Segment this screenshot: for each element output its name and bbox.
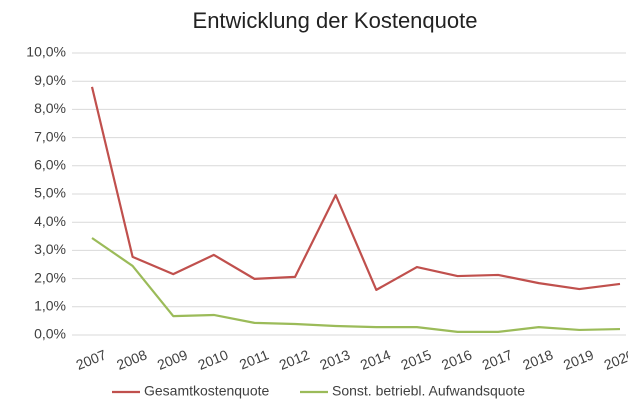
- y-tick-label: 4,0%: [34, 213, 66, 229]
- x-tick-label: 2017: [480, 346, 515, 373]
- x-tick-label: 2012: [277, 346, 312, 373]
- y-tick-label: 1,0%: [34, 298, 66, 314]
- x-tick-label: 2008: [114, 346, 149, 373]
- series-line: [90, 86, 621, 291]
- y-tick-label: 2,0%: [34, 269, 66, 285]
- y-tick-label: 10,0%: [26, 44, 66, 60]
- x-tick-label: 2015: [399, 346, 434, 373]
- legend-label: Sonst. betriebl. Aufwandsquote: [332, 383, 525, 399]
- x-tick-label: 2010: [195, 346, 230, 373]
- x-tick-label: 2009: [155, 346, 190, 373]
- x-tick-label: 2019: [561, 346, 596, 373]
- x-tick-label: 2007: [74, 346, 109, 373]
- y-tick-label: 6,0%: [34, 157, 66, 173]
- y-tick-label: 3,0%: [34, 241, 66, 257]
- x-tick-label: 2011: [237, 346, 271, 372]
- x-tick-label: 2018: [520, 346, 555, 373]
- y-tick-label: 0,0%: [34, 326, 66, 342]
- legend-label: Gesamtkostenquote: [144, 383, 270, 399]
- y-tick-label: 8,0%: [34, 100, 66, 116]
- y-tick-label: 9,0%: [34, 72, 66, 88]
- series-line: [91, 237, 621, 333]
- x-tick-label: 2020: [602, 346, 628, 373]
- x-tick-label: 2014: [358, 346, 393, 373]
- y-tick-label: 7,0%: [34, 128, 66, 144]
- x-tick-label: 2016: [439, 346, 474, 373]
- x-tick-label: 2013: [317, 346, 352, 373]
- chart-title: Entwicklung der Kostenquote: [193, 8, 478, 33]
- y-tick-label: 5,0%: [34, 185, 66, 201]
